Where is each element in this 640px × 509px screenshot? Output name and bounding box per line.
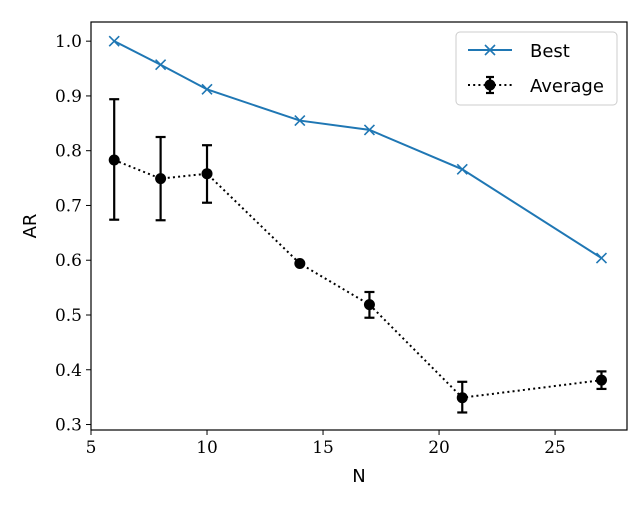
best-point — [595, 252, 608, 264]
y-tick-label: 0.8 — [55, 142, 82, 162]
y-tick-label: 0.9 — [55, 87, 82, 107]
x-axis-label: N — [352, 466, 365, 487]
y-tick-label: 0.4 — [55, 361, 82, 381]
y-tick-label: 0.3 — [55, 416, 82, 436]
best-point — [363, 124, 376, 136]
best-point — [155, 59, 167, 71]
average-point — [108, 154, 120, 166]
axes-layer: 5 10 15 20 25 0.3 0.4 0.5 0.6 0.7 0.8 0.9 1.0 — [55, 32, 566, 458]
best-point — [201, 83, 213, 95]
x-tick-label: 10 — [196, 438, 218, 458]
legend-best-marker — [484, 44, 496, 56]
x-tick-label: 20 — [428, 438, 450, 458]
best-point — [294, 115, 306, 127]
plot-frame — [90, 21, 628, 431]
x-tick-label: 5 — [86, 438, 97, 458]
legend-average-label: Average — [530, 76, 604, 97]
average-point — [201, 168, 213, 180]
y-tick-label: 1.0 — [55, 32, 82, 52]
average-point — [294, 258, 306, 270]
y-tick-label: 0.7 — [55, 196, 82, 216]
average-point — [363, 299, 375, 311]
y-tick-label: 0.5 — [55, 306, 82, 326]
x-tick-label: 15 — [312, 438, 334, 458]
best-point — [108, 35, 120, 47]
average-point — [155, 173, 167, 185]
x-tick-label: 25 — [544, 438, 566, 458]
legend-best-label: Best — [530, 41, 570, 62]
average-point — [595, 374, 607, 386]
legend: Best Average — [455, 31, 618, 106]
best-point — [456, 163, 468, 175]
y-tick-label: 0.6 — [55, 251, 82, 271]
y-axis-label: AR — [20, 214, 41, 239]
average-point — [456, 392, 468, 404]
series-layer — [108, 35, 608, 414]
legend-average-marker — [484, 79, 496, 91]
